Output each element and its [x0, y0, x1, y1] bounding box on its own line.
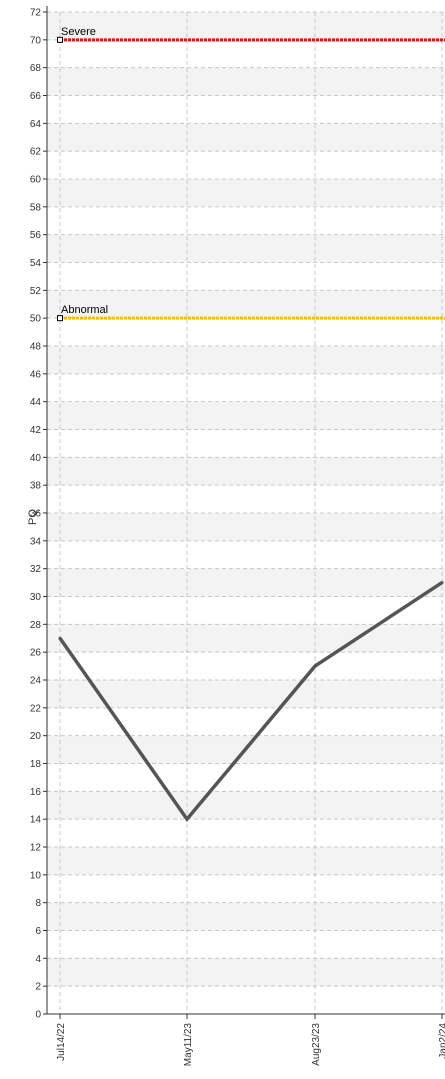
grid-band	[47, 958, 445, 987]
y-tick-label: 52	[30, 286, 42, 297]
y-tick-label: 2	[35, 982, 41, 993]
threshold-label: Severe	[61, 26, 96, 38]
axes	[43, 6, 445, 1019]
horizontal-gridlines	[47, 11, 445, 987]
y-tick-label: 66	[30, 91, 42, 102]
grid-band	[47, 179, 445, 207]
grid-band	[47, 346, 445, 374]
y-tick-labels: 0246810121416182022242628303234363840424…	[30, 8, 42, 1021]
y-tick-label: 12	[30, 843, 42, 854]
grid-band	[47, 902, 445, 931]
grid-band	[47, 513, 445, 541]
grid-band	[47, 290, 445, 319]
y-tick-label: 0	[35, 1010, 41, 1021]
x-tick-label: Aug23/23	[311, 1023, 322, 1066]
y-tick-label: 54	[30, 258, 42, 269]
y-tick-label: 38	[30, 481, 42, 492]
y-tick-label: 22	[30, 703, 42, 714]
y-tick-label: 70	[30, 35, 42, 46]
y-tick-label: 28	[30, 620, 42, 631]
y-tick-label: 40	[30, 453, 42, 464]
y-tick-label: 58	[30, 202, 42, 213]
grid-band	[47, 791, 445, 820]
x-tick-label: Jan2/24	[438, 1023, 445, 1059]
vertical-gridlines	[59, 12, 443, 1014]
y-tick-label: 20	[30, 731, 42, 742]
x-tick-label: Jul14/22	[56, 1023, 67, 1061]
y-tick-label: 36	[30, 509, 42, 520]
x-tick-labels: Jul14/22 May11/23 Aug23/23 Jan2/24	[56, 1023, 445, 1067]
y-tick-label: 6	[35, 926, 41, 937]
y-tick-label: 32	[30, 564, 42, 575]
x-tick-label: May11/23	[183, 1023, 194, 1067]
grid-band	[47, 847, 445, 875]
y-tick-label: 48	[30, 342, 42, 353]
y-tick-label: 30	[30, 592, 42, 603]
threshold-label: Abnormal	[61, 304, 108, 316]
y-tick-label: 42	[30, 425, 42, 436]
y-axis-label: PQ	[27, 509, 39, 525]
data-series	[58, 581, 444, 823]
grid-band	[47, 624, 445, 653]
grid-band	[47, 67, 445, 96]
y-tick-label: 62	[30, 147, 42, 158]
y-tick-label: 50	[30, 314, 42, 325]
y-tick-label: 10	[30, 870, 42, 881]
y-tick-label: 46	[30, 369, 42, 380]
data-point	[185, 817, 189, 821]
grid-bands	[47, 12, 445, 987]
grid-band	[47, 568, 445, 597]
grid-band	[47, 457, 445, 486]
data-point	[440, 581, 444, 585]
y-tick-label: 56	[30, 230, 42, 241]
grid-band	[47, 123, 445, 152]
grid-band	[47, 234, 445, 263]
grid-band	[47, 680, 445, 708]
y-tick-label: 26	[30, 648, 42, 659]
y-tick-label: 8	[35, 898, 41, 909]
y-tick-label: 16	[30, 787, 42, 798]
grid-band	[47, 401, 445, 430]
series-line	[58, 581, 443, 823]
y-tick-label: 14	[30, 815, 42, 826]
data-point	[313, 664, 317, 668]
grid-band	[47, 12, 445, 40]
y-tick-label: 72	[30, 8, 42, 19]
y-tick-label: 34	[30, 536, 42, 547]
threshold-lines: Severe Abnormal	[57, 26, 445, 322]
threshold-marker	[57, 315, 63, 322]
y-tick-label: 64	[30, 119, 42, 130]
data-point	[58, 636, 62, 640]
y-tick-label: 60	[30, 175, 42, 186]
y-tick-label: 4	[35, 954, 41, 965]
y-tick-label: 18	[30, 759, 42, 770]
y-tick-label: 68	[30, 63, 42, 74]
threshold-marker	[57, 36, 63, 43]
y-tick-label: 44	[30, 397, 42, 408]
y-tick-label: 24	[30, 676, 42, 687]
